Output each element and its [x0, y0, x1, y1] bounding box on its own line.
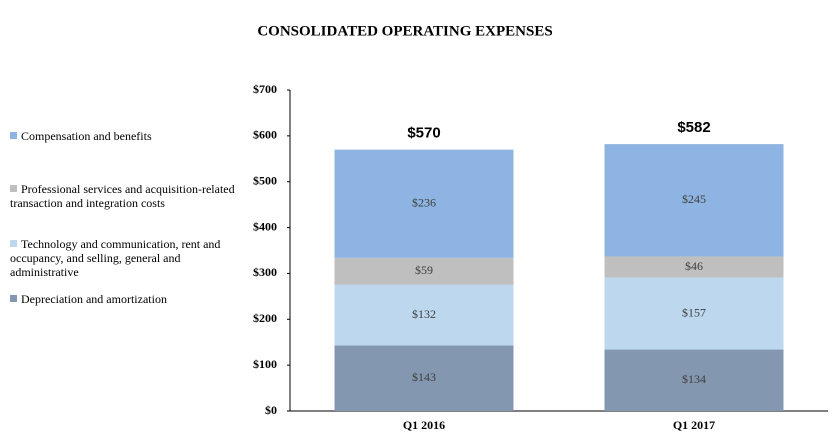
y-tick-label: $100: [253, 357, 277, 371]
y-tick-label: $700: [253, 82, 277, 96]
y-tick-label: $300: [253, 265, 277, 279]
data-label: $59: [415, 263, 433, 277]
bar-segment: [334, 149, 514, 258]
data-label: $134: [682, 372, 706, 386]
legend-swatch: [10, 240, 17, 247]
legend-swatch: [10, 185, 17, 192]
legend-item: Depreciation and amortization: [10, 292, 242, 306]
data-label: $132: [412, 307, 436, 321]
y-tick-label: $400: [253, 219, 277, 233]
legend-swatch: [10, 132, 17, 139]
total-label: $582: [677, 119, 710, 136]
data-label: $143: [412, 370, 436, 384]
legend-label: Technology and communication, rent and o…: [10, 237, 221, 279]
bar-segment: [334, 284, 514, 346]
x-tick-label: Q1 2016: [403, 418, 445, 432]
bar-segment: [334, 345, 514, 411]
legend-item: Technology and communication, rent and o…: [10, 237, 242, 279]
legend-item: Professional services and acquisition-re…: [10, 182, 242, 210]
bar-segment: [604, 256, 784, 278]
data-label: $157: [682, 305, 706, 319]
y-tick-label: $600: [253, 128, 277, 142]
bar-segment: [604, 144, 784, 257]
legend-label: Depreciation and amortization: [21, 292, 167, 306]
chart-title: CONSOLIDATED OPERATING EXPENSES: [257, 23, 552, 39]
y-tick-label: $0: [265, 403, 277, 417]
data-label: $236: [412, 195, 436, 209]
legend-item: Compensation and benefits: [10, 129, 242, 143]
y-tick-label: $200: [253, 311, 277, 325]
total-label: $570: [407, 125, 440, 142]
bar-segment: [604, 277, 784, 350]
bar-segment: [334, 257, 514, 285]
bar-segment: [604, 349, 784, 411]
legend-label: Professional services and acquisition-re…: [10, 182, 235, 210]
data-label: $245: [682, 192, 706, 206]
legend-label: Compensation and benefits: [21, 129, 152, 143]
data-label: $46: [685, 259, 703, 273]
y-tick-label: $500: [253, 173, 277, 187]
x-tick-label: Q1 2017: [673, 418, 715, 432]
legend-swatch: [10, 295, 17, 302]
